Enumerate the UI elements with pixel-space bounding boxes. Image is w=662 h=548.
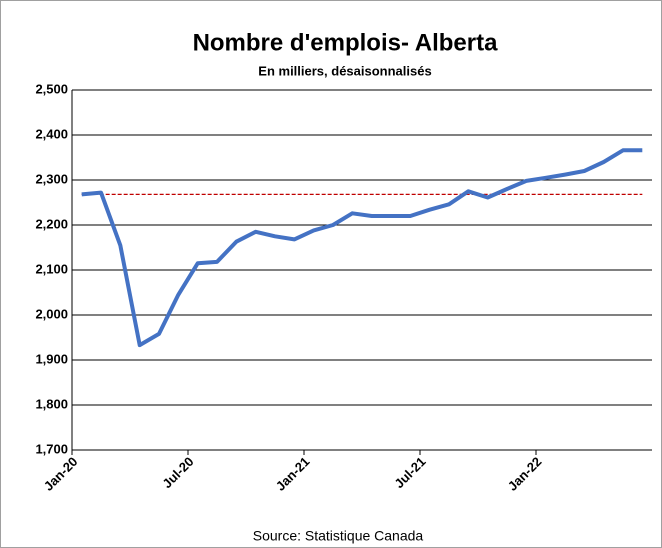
source-note: Source: Statistique Canada: [253, 528, 424, 544]
y-tick-label: 2,400: [35, 126, 68, 141]
y-tick-label: 2,100: [35, 261, 68, 276]
chart-title: Nombre d'emplois- Alberta: [193, 29, 499, 56]
data-line: [81, 148, 643, 348]
y-tick-label: 2,500: [35, 81, 68, 96]
y-tick-label: 2,200: [35, 216, 68, 231]
chart-subtitle: En milliers, désaisonnalisés: [258, 63, 431, 78]
y-tick-label: 1,800: [35, 396, 68, 411]
y-tick-label: 1,900: [35, 351, 68, 366]
y-tick-label: 2,000: [35, 306, 68, 321]
y-tick-label: 1,700: [35, 441, 68, 456]
y-tick-label: 2,300: [35, 171, 68, 186]
